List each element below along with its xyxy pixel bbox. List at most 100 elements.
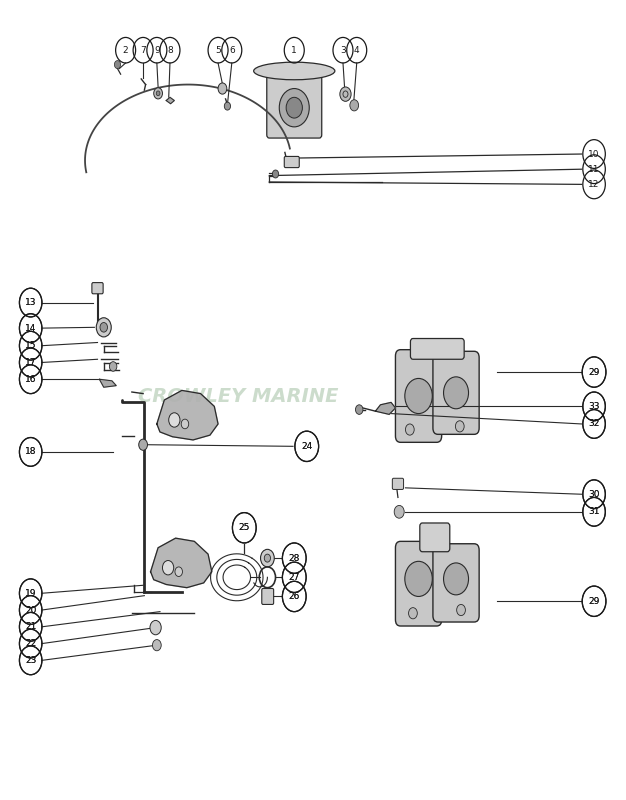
Circle shape: [163, 561, 173, 575]
Text: 2: 2: [123, 46, 128, 54]
Text: 21: 21: [25, 622, 36, 631]
FancyBboxPatch shape: [420, 523, 450, 552]
Text: 26: 26: [289, 592, 300, 601]
Text: 14: 14: [25, 324, 36, 333]
Text: 22: 22: [25, 639, 36, 648]
Circle shape: [154, 88, 163, 99]
Polygon shape: [151, 538, 212, 588]
FancyBboxPatch shape: [92, 282, 103, 294]
Text: 15: 15: [25, 341, 36, 350]
Text: 9: 9: [154, 46, 160, 54]
Text: 29: 29: [588, 597, 600, 606]
Circle shape: [156, 91, 160, 96]
Text: 25: 25: [239, 523, 250, 532]
Circle shape: [405, 562, 433, 597]
Text: 23: 23: [25, 656, 36, 665]
FancyBboxPatch shape: [267, 66, 322, 138]
Circle shape: [444, 377, 468, 409]
FancyBboxPatch shape: [396, 542, 442, 626]
Circle shape: [100, 322, 108, 332]
Circle shape: [110, 362, 117, 371]
Text: 5: 5: [215, 46, 221, 54]
Text: 11: 11: [588, 165, 600, 174]
Text: 16: 16: [25, 374, 36, 384]
Text: 25: 25: [239, 523, 250, 532]
Circle shape: [169, 413, 180, 427]
Text: 18: 18: [25, 447, 36, 457]
Text: 10: 10: [588, 150, 600, 158]
Circle shape: [350, 100, 359, 111]
Text: 33: 33: [588, 402, 600, 411]
Circle shape: [153, 639, 162, 650]
Text: 27: 27: [289, 573, 300, 582]
Circle shape: [356, 405, 363, 414]
Text: 29: 29: [588, 367, 600, 377]
Circle shape: [444, 563, 468, 595]
FancyBboxPatch shape: [411, 338, 464, 359]
Text: 3: 3: [340, 46, 346, 54]
Circle shape: [279, 89, 309, 127]
Text: 23: 23: [25, 656, 36, 665]
Text: 28: 28: [289, 554, 300, 562]
Circle shape: [139, 439, 148, 450]
Ellipse shape: [254, 62, 335, 80]
Text: 26: 26: [289, 592, 300, 601]
Text: 30: 30: [588, 490, 600, 498]
Circle shape: [96, 318, 111, 337]
Circle shape: [115, 61, 121, 69]
Circle shape: [286, 98, 302, 118]
FancyBboxPatch shape: [393, 478, 404, 490]
Text: 21: 21: [25, 622, 36, 631]
Text: 15: 15: [25, 341, 36, 350]
Text: 32: 32: [588, 419, 600, 429]
Circle shape: [405, 378, 433, 414]
Circle shape: [456, 605, 465, 616]
Circle shape: [224, 102, 230, 110]
Text: 24: 24: [301, 442, 312, 451]
Text: 20: 20: [25, 606, 36, 614]
Text: 13: 13: [25, 298, 36, 307]
Text: 28: 28: [289, 554, 300, 562]
FancyBboxPatch shape: [284, 157, 299, 168]
Polygon shape: [167, 98, 174, 104]
Text: 16: 16: [25, 374, 36, 384]
Text: 33: 33: [588, 402, 600, 411]
Polygon shape: [376, 402, 396, 414]
Polygon shape: [157, 390, 218, 440]
Text: 19: 19: [25, 589, 36, 598]
Text: CROWLEY MARINE: CROWLEY MARINE: [138, 386, 338, 406]
Text: 19: 19: [25, 589, 36, 598]
Text: 18: 18: [25, 447, 36, 457]
Text: 31: 31: [588, 507, 600, 516]
Circle shape: [150, 621, 162, 634]
Text: 12: 12: [588, 180, 600, 189]
Circle shape: [181, 419, 188, 429]
Circle shape: [394, 506, 404, 518]
Text: 6: 6: [229, 46, 235, 54]
Text: 14: 14: [25, 324, 36, 333]
Text: 20: 20: [25, 606, 36, 614]
FancyBboxPatch shape: [433, 351, 479, 434]
Circle shape: [264, 554, 270, 562]
Circle shape: [406, 424, 414, 435]
Text: 27: 27: [289, 573, 300, 582]
FancyBboxPatch shape: [433, 544, 479, 622]
Circle shape: [175, 567, 182, 577]
Circle shape: [455, 421, 464, 432]
Polygon shape: [100, 379, 116, 387]
Text: 7: 7: [140, 46, 146, 54]
Text: 29: 29: [588, 367, 600, 377]
Text: 8: 8: [167, 46, 173, 54]
Text: 1: 1: [291, 46, 297, 54]
Text: 29: 29: [588, 597, 600, 606]
Circle shape: [272, 170, 279, 178]
Text: 13: 13: [25, 298, 36, 307]
Circle shape: [409, 608, 418, 619]
FancyBboxPatch shape: [262, 589, 274, 605]
Circle shape: [218, 83, 227, 94]
Text: 4: 4: [354, 46, 359, 54]
Circle shape: [340, 87, 351, 102]
Text: 31: 31: [588, 507, 600, 516]
FancyBboxPatch shape: [396, 350, 442, 442]
Text: 30: 30: [588, 490, 600, 498]
